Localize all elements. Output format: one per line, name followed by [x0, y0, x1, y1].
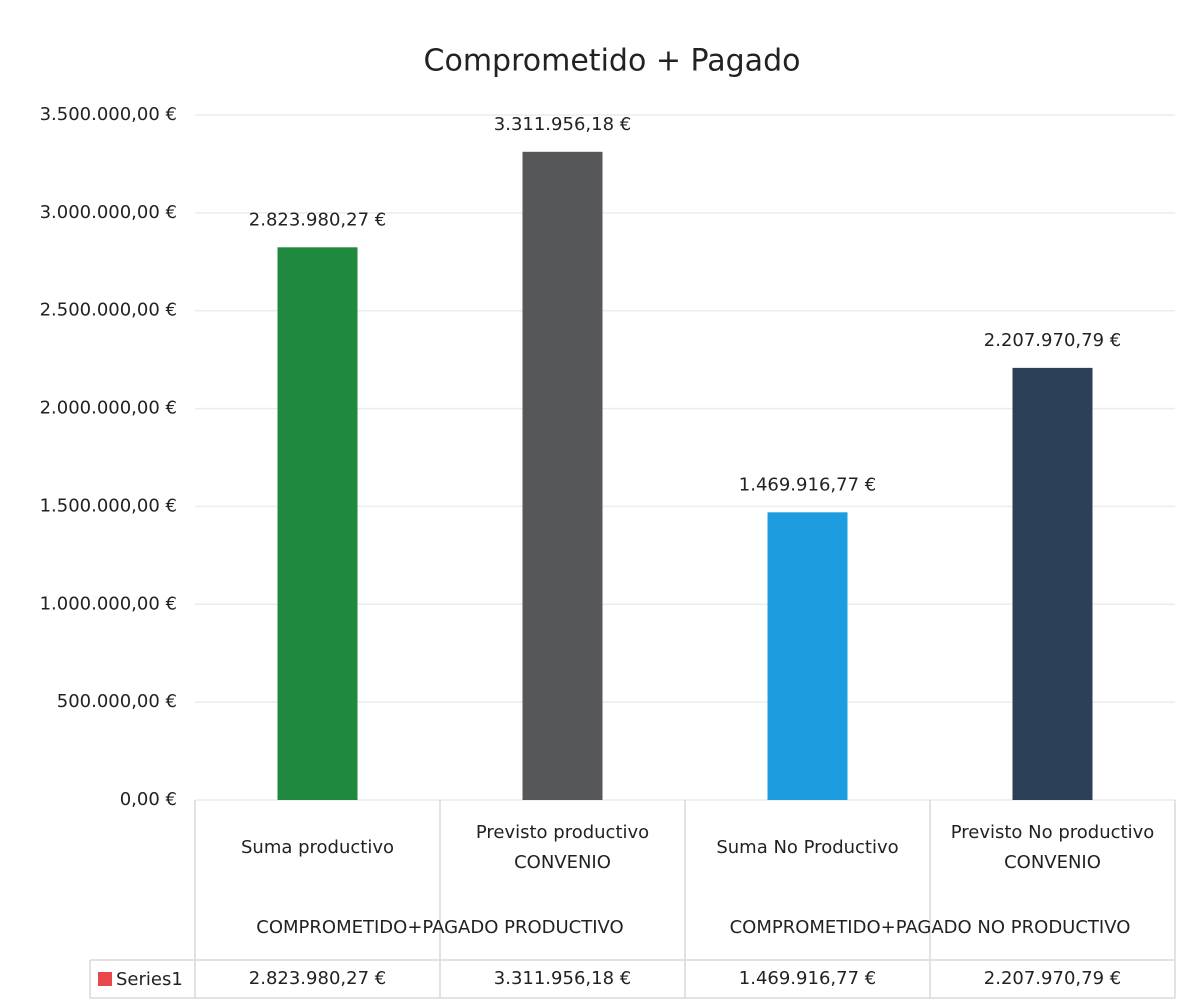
table-value: 2.823.980,27 € — [248, 968, 387, 989]
bar — [277, 247, 358, 801]
y-tick-label: 500.000,00 € — [57, 691, 177, 712]
category-label: Suma No Productivo — [716, 836, 899, 858]
chart-title: Comprometido + Pagado — [424, 44, 801, 79]
data-label: 2.823.980,27 € — [249, 209, 386, 230]
legend-key — [98, 972, 112, 986]
y-tick-label: 3.500.000,00 € — [40, 104, 177, 125]
y-tick-label: 3.000.000,00 € — [40, 202, 177, 223]
group-label: COMPROMETIDO+PAGADO NO PRODUCTIVO — [729, 916, 1131, 938]
data-label: 1.469.916,77 € — [739, 474, 876, 495]
y-tick-label: 2.000.000,00 € — [40, 398, 177, 419]
y-tick-label: 0,00 € — [120, 789, 177, 810]
table-value: 1.469.916,77 € — [738, 968, 877, 989]
bar — [767, 512, 848, 800]
bar — [522, 151, 603, 800]
category-label: Previsto productivo CONVENIO — [475, 821, 650, 873]
legend-label: Series1 — [116, 969, 183, 990]
data-label: 3.311.956,18 € — [494, 114, 631, 135]
y-tick-label: 1.500.000,00 € — [40, 495, 177, 516]
table-value: 3.311.956,18 € — [493, 968, 632, 989]
category-label: Previsto No productivo CONVENIO — [950, 821, 1155, 873]
y-tick-label: 1.000.000,00 € — [40, 593, 177, 614]
group-label: COMPROMETIDO+PAGADO PRODUCTIVO — [256, 916, 624, 938]
bar — [1012, 367, 1093, 800]
y-tick-label: 2.500.000,00 € — [40, 300, 177, 321]
data-label: 2.207.970,79 € — [984, 330, 1121, 351]
table-value: 2.207.970,79 € — [983, 968, 1122, 989]
category-label: Suma productivo — [240, 836, 395, 858]
